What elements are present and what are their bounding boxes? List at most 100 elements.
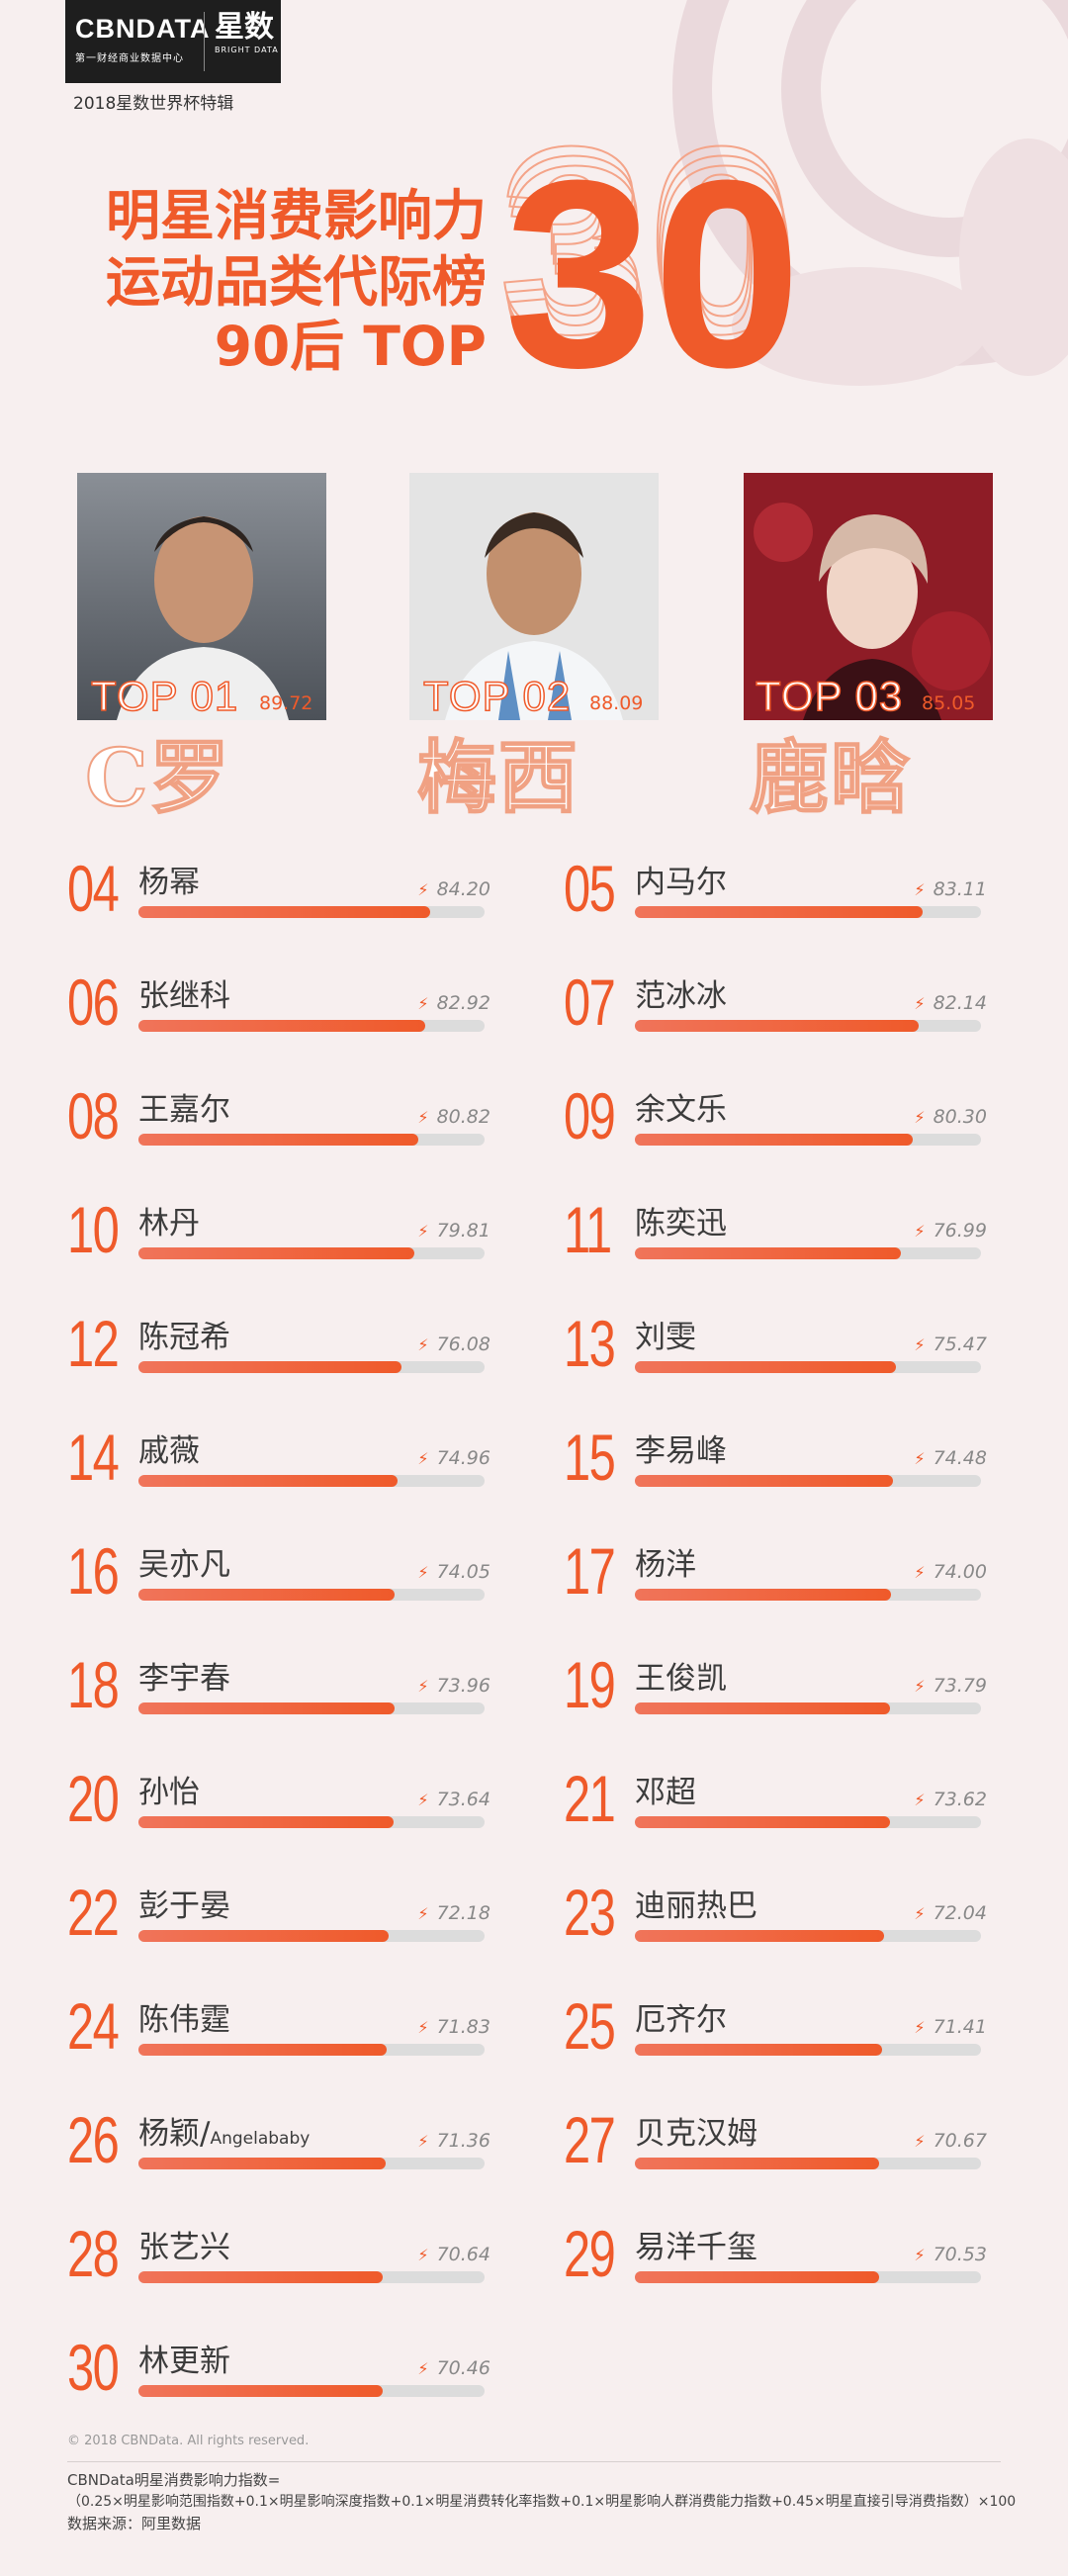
ranking-entry: 25 厄齐尔 ⚡︎ 71.41 [564,1988,999,2068]
rank-number: 08 [67,1079,120,1152]
background-swirl-decoration [672,0,1068,386]
influence-score-value: 70.53 [933,2244,987,2265]
lightning-bolt-icon: ⚡︎ [417,2018,429,2037]
ranking-entry: 04 杨幂 ⚡︎ 84.20 [67,851,502,930]
influence-score-value: 83.11 [933,878,987,900]
lightning-bolt-icon: ⚡︎ [914,2246,926,2264]
rank-number: 11 [564,1193,612,1266]
top3-name: 鹿晗 [749,730,912,825]
rank-number: 29 [564,2217,616,2290]
ranking-entry: 10 林丹 ⚡︎ 79.81 [67,1192,502,1271]
lightning-bolt-icon: ⚡︎ [914,1335,926,1354]
influence-score-value: 79.81 [436,1220,490,1242]
ranking-entry: 23 迪丽热巴 ⚡︎ 72.04 [564,1875,999,1954]
lightning-bolt-icon: ⚡︎ [417,1222,429,1241]
celebrity-name-main: 厄齐尔 [635,2002,727,2038]
score-bar-fill [635,2158,880,2169]
ranking-entry: 30 林更新 ⚡︎ 70.46 [67,2330,502,2409]
formula-title: CBNData明星消费影响力指数= [67,2471,281,2489]
celebrity-name-main: 陈冠希 [138,1320,230,1355]
celebrity-name: 迪丽热巴 [635,1881,757,1925]
score-bar-fill [138,2044,388,2056]
influence-score: ⚡︎ 82.14 [914,992,987,1014]
celebrity-name-main: 杨洋 [635,1547,696,1583]
celebrity-name-sub: Angelababy [210,2129,311,2149]
rank-number: 14 [67,1421,120,1494]
top3-rank: TOP 03 [755,672,904,720]
footer-divider [67,2461,1001,2462]
celebrity-name: 邓超 [635,1767,696,1811]
celebrity-name-main: 王俊凯 [635,1661,727,1697]
score-bar-fill [138,2271,384,2283]
celebrity-name: 孙怡 [138,1767,200,1811]
influence-score-value: 70.64 [436,2244,490,2265]
influence-score: ⚡︎ 74.00 [914,1561,987,1583]
score-bar-fill [138,1475,399,1487]
rank-number: 06 [67,966,120,1039]
ranking-entry: 20 孙怡 ⚡︎ 73.64 [67,1761,502,1840]
influence-score: ⚡︎ 73.62 [914,1789,987,1810]
celebrity-name: 戚薇 [138,1426,200,1470]
title-line-1: 明星消费影响力 [105,184,487,247]
score-bar-fill [138,1134,418,1146]
logo-subtitle: 第一财经商业数据中心 [75,53,184,64]
influence-score: ⚡︎ 80.30 [914,1106,987,1128]
score-bar-track [138,2271,485,2283]
rank-number: 15 [564,1421,616,1494]
influence-score: ⚡︎ 73.79 [914,1675,987,1697]
lightning-bolt-icon: ⚡︎ [914,1222,926,1241]
edition-label: 2018星数世界杯特辑 [73,94,234,114]
lightning-bolt-icon: ⚡︎ [914,1449,926,1468]
influence-score: ⚡︎ 74.05 [417,1561,490,1583]
data-source: 数据来源：阿里数据 [67,2515,202,2532]
big-number-30: 30 30 30 30 [497,107,791,394]
score-bar-fill [635,1247,902,1259]
big-number-shadow-1: 30 [502,112,791,394]
ranking-entry: 17 杨洋 ⚡︎ 74.00 [564,1533,999,1612]
celebrity-name-main: 迪丽热巴 [635,1888,757,1924]
influence-score: ⚡︎ 71.36 [417,2130,490,2152]
influence-score-value: 74.48 [933,1447,987,1469]
rank-number: 22 [67,1876,120,1949]
influence-score-value: 84.20 [436,878,490,900]
influence-score: ⚡︎ 79.81 [417,1220,490,1242]
celebrity-name-main: 张继科 [138,978,230,1014]
influence-score-value: 80.82 [436,1106,490,1128]
score-bar-track [138,906,485,918]
influence-score-value: 72.04 [933,1902,987,1924]
celebrity-name-main: 彭于晏 [138,1888,230,1924]
celebrity-name-main: 李宇春 [138,1661,230,1697]
influence-score-value: 82.14 [933,992,987,1014]
celebrity-name: 王俊凯 [635,1653,727,1698]
celebrity-name-main: 杨幂 [138,865,200,900]
influence-score: ⚡︎ 74.96 [417,1447,490,1469]
influence-score: ⚡︎ 80.82 [417,1106,490,1128]
influence-score-value: 73.79 [933,1675,987,1697]
influence-score: ⚡︎ 76.08 [417,1334,490,1355]
score-bar-fill [138,2158,386,2169]
celebrity-name-main: 余文乐 [635,1092,727,1128]
influence-score-value: 73.96 [436,1675,490,1697]
score-bar-fill [635,1816,890,1828]
celebrity-name: 吴亦凡 [138,1539,230,1584]
top2-name: 梅西 [416,730,579,825]
score-bar-track [138,1702,485,1714]
score-bar-track [635,1361,981,1373]
score-bar-fill [635,1134,914,1146]
score-bar-fill [635,1361,897,1373]
score-bar-track [635,1702,981,1714]
celebrity-name-main: 杨颖/ [138,2116,211,2152]
lightning-bolt-icon: ⚡︎ [417,1677,429,1696]
score-bar-fill [635,1702,891,1714]
score-bar-track [138,1247,485,1259]
ranking-entry: 15 李易峰 ⚡︎ 74.48 [564,1420,999,1499]
rank-number: 09 [564,1079,616,1152]
celebrity-name-main: 吴亦凡 [138,1547,230,1583]
celebrity-name: 王嘉尔 [138,1084,230,1129]
celebrity-name: 李宇春 [138,1653,230,1698]
rank-number: 19 [564,1648,616,1721]
influence-score-value: 70.67 [933,2130,987,2152]
score-bar-track [138,1589,485,1601]
lightning-bolt-icon: ⚡︎ [417,1335,429,1354]
ranking-entry: 26 杨颖/Angelababy ⚡︎ 71.36 [67,2102,502,2181]
